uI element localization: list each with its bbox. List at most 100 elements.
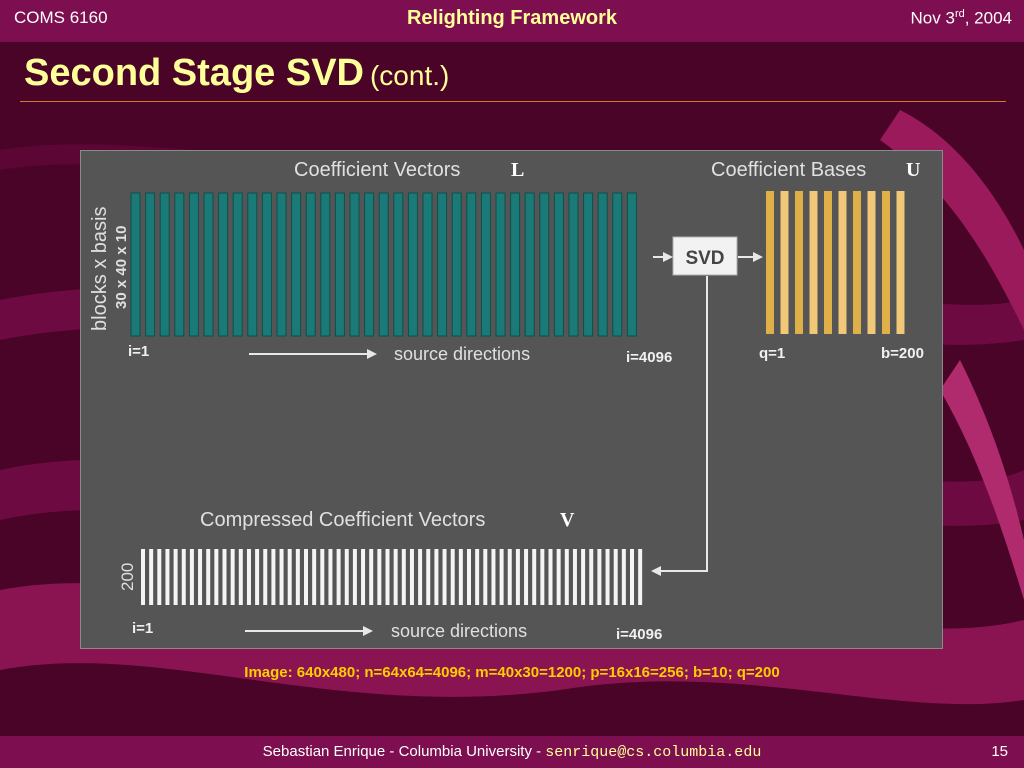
slide-title-sub: (cont.) bbox=[369, 60, 450, 91]
compressed-vector-bar bbox=[157, 549, 162, 605]
compressed-vector-bar bbox=[393, 549, 398, 605]
coefficient-vector-bar bbox=[568, 192, 579, 337]
compressed-vector-bar bbox=[434, 549, 439, 605]
coefficient-vector-bar bbox=[553, 192, 564, 337]
compressed-vector-bar bbox=[141, 549, 145, 605]
coefficient-vector-bar bbox=[349, 192, 360, 337]
coefficient-vector-bar bbox=[393, 192, 404, 337]
compressed-vector-bar bbox=[458, 549, 463, 605]
compressed-vector-bar bbox=[540, 549, 545, 605]
compressed-vector-bar bbox=[524, 549, 529, 605]
compressed-vector-bar bbox=[442, 549, 447, 605]
compressed-vector-bar bbox=[271, 549, 276, 605]
coefficient-vector-bar bbox=[145, 192, 156, 337]
compressed-vector-bar bbox=[328, 549, 333, 605]
coefficient-vector-bar bbox=[320, 192, 331, 337]
coefficient-vector-bar bbox=[466, 192, 477, 337]
coefficient-vector-bar bbox=[261, 192, 272, 337]
compressed-vector-bar bbox=[198, 549, 203, 605]
compressed-vector-bar bbox=[450, 549, 455, 605]
blocks-basis-label: blocks x basis bbox=[89, 207, 111, 332]
presentation-title: Relighting Framework bbox=[406, 7, 618, 29]
compressed-vector-bar bbox=[304, 549, 308, 605]
compressed-vector-bar bbox=[605, 549, 610, 605]
coefficient-basis-bar bbox=[838, 191, 847, 334]
compressed-vector-bar bbox=[515, 549, 520, 605]
compressed-vector-bar bbox=[475, 549, 480, 605]
compressed-vector-bar bbox=[230, 549, 235, 605]
compressed-vector-bar bbox=[369, 549, 374, 605]
compressed-vector-bar bbox=[312, 549, 317, 605]
page-number: 15 bbox=[991, 743, 1008, 760]
coefficient-vector-bar bbox=[510, 192, 521, 337]
compressed-vector-bar bbox=[206, 549, 211, 605]
coefficient-vector-bar bbox=[378, 192, 389, 337]
compressed-vector-bar bbox=[255, 549, 260, 605]
coefficient-vector-bar bbox=[612, 192, 623, 337]
compressed-vector-bar bbox=[589, 549, 594, 605]
compressed-vector-bar bbox=[581, 549, 586, 605]
coefficient-vector-bar bbox=[437, 192, 448, 337]
coefficient-basis-bar bbox=[896, 191, 905, 334]
compressed-vectors-title: Compressed Coefficient Vectors bbox=[200, 509, 485, 531]
compressed-vector-bar bbox=[418, 549, 423, 605]
bottom-start-index: i=1 bbox=[132, 620, 153, 637]
bases-end-index: b=200 bbox=[881, 345, 924, 362]
compressed-vector-bar bbox=[320, 549, 325, 605]
compressed-vector-bar bbox=[548, 549, 553, 605]
blocks-basis-dims: 30 x 40 x 10 bbox=[113, 226, 130, 309]
compressed-vector-bar bbox=[173, 549, 178, 605]
footer-email: senrique@cs.columbia.edu bbox=[545, 744, 762, 761]
course-label: COMS 6160 bbox=[14, 8, 108, 27]
compressed-vector-bar bbox=[507, 549, 512, 605]
compressed-vector-bar bbox=[352, 549, 357, 605]
coefficient-vector-bar bbox=[174, 192, 185, 337]
slide-title: Second Stage SVD (cont.) bbox=[24, 52, 449, 95]
bottom-end-index: i=4096 bbox=[616, 626, 662, 643]
coefficient-vector-bar bbox=[407, 192, 418, 337]
coefficient-vector-bar bbox=[495, 192, 506, 337]
compressed-vector-bar bbox=[287, 549, 292, 605]
coefficient-bases-bars bbox=[766, 191, 905, 334]
compressed-vector-bar bbox=[467, 549, 471, 605]
coefficient-basis-bar bbox=[780, 191, 789, 334]
compressed-vector-bar bbox=[572, 549, 577, 605]
footer-bar bbox=[0, 736, 1024, 768]
header-bar bbox=[0, 0, 1024, 42]
compressed-vector-bar bbox=[564, 549, 569, 605]
compressed-vector-bar bbox=[181, 549, 186, 605]
coefficient-vector-bar bbox=[524, 192, 535, 337]
coefficient-vectors-title: Coefficient Vectors bbox=[294, 159, 460, 181]
top-start-index: i=1 bbox=[128, 343, 149, 360]
compressed-vector-bar bbox=[556, 549, 561, 605]
compressed-vector-bar bbox=[214, 549, 219, 605]
coefficient-vector-bar bbox=[130, 192, 141, 337]
coefficient-vectors-bars bbox=[130, 192, 637, 337]
title-divider bbox=[20, 101, 1006, 102]
footer-author: Sebastian Enrique - Columbia University … bbox=[262, 743, 546, 760]
compressed-vector-bar bbox=[401, 549, 406, 605]
coefficient-vector-bar bbox=[364, 192, 375, 337]
coefficient-vector-bar bbox=[539, 192, 550, 337]
compressed-vector-bar bbox=[630, 549, 634, 605]
coefficient-vector-bar bbox=[305, 192, 316, 337]
compressed-vector-bar bbox=[361, 549, 366, 605]
compressed-vector-bar bbox=[295, 549, 300, 605]
coefficient-vector-bar bbox=[232, 192, 243, 337]
compressed-vector-bar bbox=[344, 549, 349, 605]
compressed-vector-bar bbox=[246, 549, 251, 605]
compressed-vector-bar bbox=[263, 549, 268, 605]
coefficient-vector-bar bbox=[626, 192, 637, 337]
compressed-vector-bar bbox=[222, 549, 227, 605]
compressed-vector-bar bbox=[483, 549, 488, 605]
coefficient-vector-bar bbox=[597, 192, 608, 337]
coefficient-basis-bar bbox=[766, 191, 774, 334]
compressed-vector-bar bbox=[165, 549, 170, 605]
coefficient-vector-bar bbox=[583, 192, 594, 337]
coefficient-vector-bar bbox=[159, 192, 170, 337]
svd-box bbox=[672, 236, 738, 276]
compressed-dims-label: 200 bbox=[118, 563, 137, 591]
arrow-to-compressed bbox=[651, 276, 708, 576]
compressed-vectors-symbol: V bbox=[560, 509, 575, 531]
top-end-index: i=4096 bbox=[626, 349, 672, 366]
